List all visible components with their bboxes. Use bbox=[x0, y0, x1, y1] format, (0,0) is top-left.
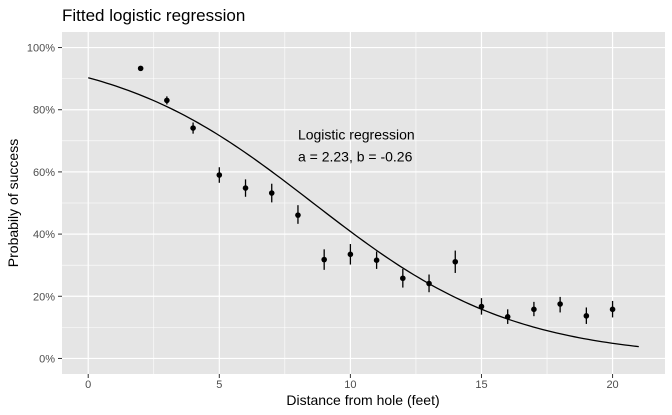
data-point bbox=[321, 256, 327, 263]
chart-title: Fitted logistic regression bbox=[62, 6, 245, 25]
y-tick-label: 40% bbox=[33, 229, 55, 241]
data-point bbox=[164, 97, 170, 104]
data-point bbox=[347, 251, 354, 258]
data-point bbox=[531, 306, 537, 313]
minor-gridlines bbox=[62, 32, 665, 374]
x-tick-label: 0 bbox=[85, 379, 91, 391]
y-tick-label: 100% bbox=[27, 43, 55, 55]
annotation-line-model: Logistic regression bbox=[298, 127, 415, 143]
y-tick-label: 80% bbox=[33, 105, 55, 117]
data-point bbox=[609, 306, 616, 313]
fitted-logistic-curve bbox=[88, 77, 639, 348]
y-tick-label: 0% bbox=[39, 353, 55, 365]
annotation-text: Logistic regression a = 2.23, b = -0.26 bbox=[298, 127, 419, 165]
data-point bbox=[216, 172, 223, 178]
x-tick-label: 10 bbox=[344, 379, 356, 391]
y-axis-ticks: 0% 20% 40% 60% 80% 100% bbox=[27, 43, 62, 365]
x-tick-label: 20 bbox=[606, 379, 618, 391]
x-tick-label: 5 bbox=[216, 379, 222, 391]
data-points bbox=[137, 65, 616, 320]
data-point bbox=[583, 313, 590, 319]
data-point bbox=[557, 301, 563, 307]
data-point bbox=[452, 258, 459, 265]
data-point bbox=[295, 212, 301, 218]
data-point bbox=[242, 185, 249, 191]
data-point bbox=[373, 257, 380, 264]
y-tick-label: 60% bbox=[33, 167, 55, 179]
data-point bbox=[504, 313, 511, 320]
x-tick-label: 15 bbox=[475, 379, 487, 391]
data-point bbox=[426, 280, 432, 287]
x-axis-ticks: 0 5 10 15 20 bbox=[85, 374, 619, 391]
data-point bbox=[268, 190, 275, 196]
annotation-line-params: a = 2.23, b = -0.26 bbox=[298, 149, 413, 165]
data-point bbox=[478, 303, 485, 310]
x-axis-title: Distance from hole (feet) bbox=[286, 392, 439, 408]
major-gridlines bbox=[62, 32, 665, 374]
data-point bbox=[400, 275, 406, 282]
data-point bbox=[137, 65, 144, 72]
data-point bbox=[190, 125, 196, 131]
y-axis-title: Probabily of success bbox=[5, 139, 21, 267]
y-tick-label: 20% bbox=[33, 291, 55, 303]
